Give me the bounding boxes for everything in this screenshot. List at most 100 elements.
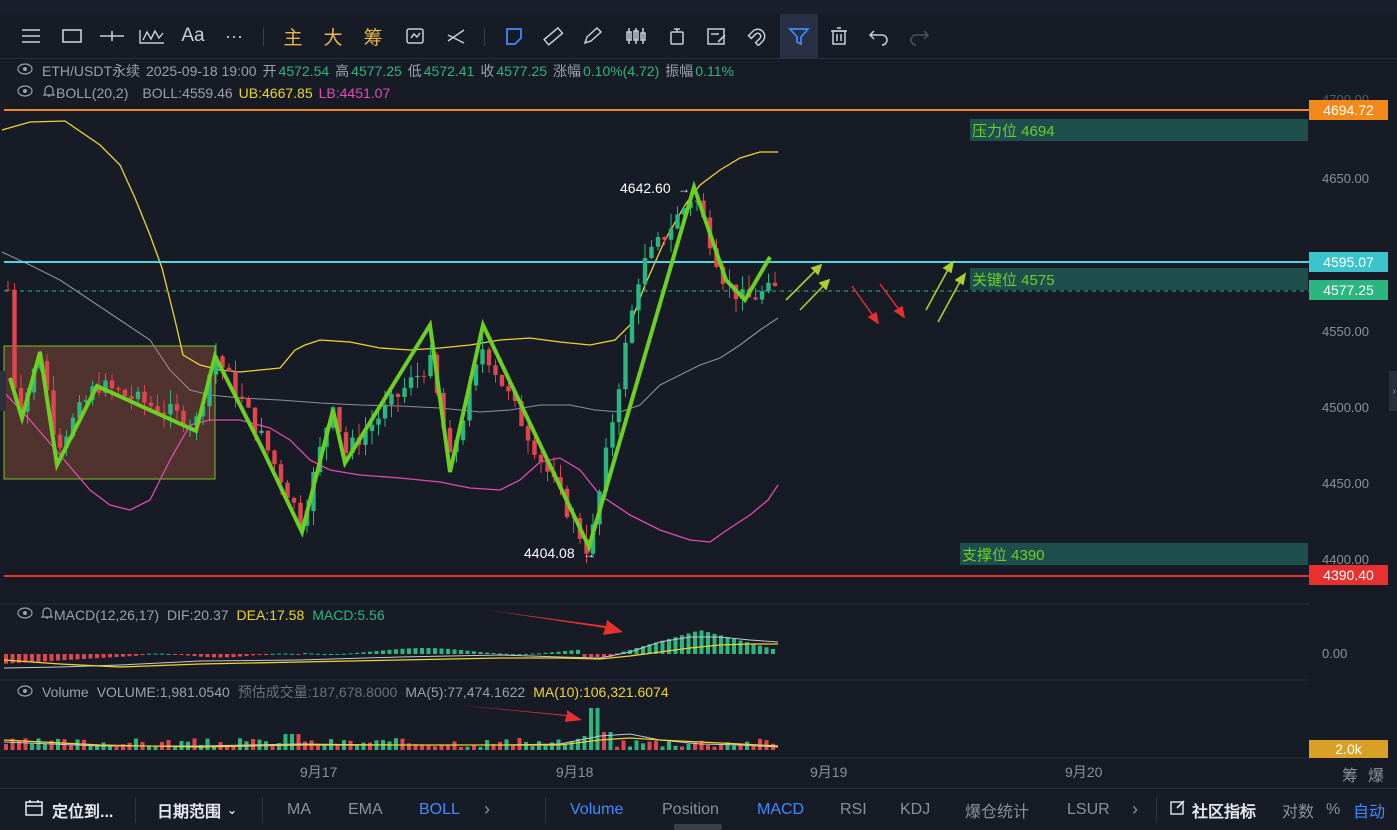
- more-tools-button[interactable]: ···: [225, 25, 243, 46]
- macd-bar: [88, 654, 93, 659]
- candle-body: [187, 425, 193, 427]
- percent-scale-toggle[interactable]: %: [1326, 800, 1341, 818]
- delete-icon[interactable]: [824, 14, 854, 58]
- horizontal-line-icon[interactable]: [96, 14, 128, 58]
- indicator-boll[interactable]: BOLL: [419, 800, 460, 818]
- eye-icon[interactable]: [16, 684, 34, 701]
- rectangle-icon[interactable]: [58, 14, 86, 58]
- volume-bar: [602, 732, 606, 750]
- macd-bar: [602, 654, 606, 657]
- indicator-lsur[interactable]: LSUR: [1067, 800, 1110, 818]
- macd-bar: [140, 654, 145, 655]
- macd-bar: [387, 649, 392, 654]
- eye-icon[interactable]: [16, 60, 36, 82]
- candle-body: [298, 502, 303, 526]
- volume-ma5: MA(5):77,474.1622: [405, 684, 526, 700]
- macd-bar: [296, 654, 301, 655]
- log-scale-toggle[interactable]: 对数: [1282, 803, 1315, 821]
- filter-icon[interactable]: [780, 14, 818, 58]
- indicator-position[interactable]: Position: [662, 800, 719, 818]
- symbol-label[interactable]: ETH/USDT永续: [42, 63, 140, 79]
- menu-icon[interactable]: [16, 14, 46, 58]
- scroll-right-handle[interactable]: ›: [1389, 371, 1397, 411]
- indicator-kdj[interactable]: KDJ: [900, 800, 931, 818]
- locate-to-button[interactable]: 定位到...: [24, 789, 113, 830]
- wave-pattern-icon[interactable]: [136, 14, 168, 58]
- ruler-icon[interactable]: [538, 14, 568, 58]
- candle-body: [545, 461, 550, 472]
- macd-bar: [654, 642, 658, 654]
- edit-icon[interactable]: [702, 14, 732, 58]
- pencil-icon[interactable]: [578, 14, 608, 58]
- boll-indicator-name[interactable]: BOLL(20,2): [56, 85, 129, 101]
- candle-body: [506, 386, 511, 392]
- volume-bar: [693, 742, 697, 750]
- bell-icon[interactable]: [42, 82, 56, 104]
- eye-icon[interactable]: [16, 606, 34, 623]
- indicator-liquidation[interactable]: 爆仓统计: [965, 803, 1030, 821]
- chip-toggle[interactable]: 筹: [1342, 768, 1359, 785]
- indicator-ema[interactable]: EMA: [348, 800, 383, 818]
- candle-body: [499, 374, 505, 387]
- macd-bar: [719, 635, 723, 654]
- close-label: 收: [480, 63, 495, 79]
- boll-lower-band: [1, 389, 779, 543]
- macd-bar: [751, 643, 756, 654]
- cross-lines-icon[interactable]: [441, 14, 471, 58]
- macd-bar: [348, 653, 353, 655]
- magnet-icon[interactable]: [742, 14, 772, 58]
- macd-indicator-name[interactable]: MACD(12,26,17): [54, 606, 160, 623]
- x-axis-label: 9月19: [810, 764, 848, 780]
- date-range-button[interactable]: 日期范围 ⌄: [157, 789, 237, 830]
- resize-handle[interactable]: [674, 824, 722, 830]
- candle-body: [493, 365, 498, 375]
- candle-body: [434, 354, 440, 393]
- candlestick-icon[interactable]: [620, 14, 652, 58]
- macd-bar: [309, 653, 314, 655]
- undo-icon[interactable]: [864, 14, 894, 58]
- sync-icon[interactable]: [400, 14, 430, 58]
- macd-bar: [693, 631, 697, 654]
- candle-body: [395, 393, 401, 397]
- macd-bar: [706, 632, 710, 654]
- community-indicators-button[interactable]: 社区指标: [1170, 789, 1256, 830]
- scroll-left-handle[interactable]: [0, 371, 6, 411]
- volume-bar: [751, 745, 756, 750]
- liquidation-toggle[interactable]: 爆: [1368, 768, 1385, 785]
- main-force-button[interactable]: 主: [278, 14, 308, 58]
- macd-bar: [368, 651, 372, 654]
- indicator-ma[interactable]: MA: [287, 800, 311, 818]
- auto-scale-toggle[interactable]: 自动: [1353, 803, 1386, 821]
- volume-bar: [511, 745, 515, 750]
- chevron-right-icon[interactable]: ›: [1132, 799, 1138, 819]
- candle-body: [174, 404, 180, 411]
- eye-icon[interactable]: [16, 82, 36, 104]
- candle-body: [116, 388, 121, 390]
- macd-bar: [472, 651, 476, 654]
- macd-bar: [569, 650, 574, 654]
- fibonacci-button[interactable]: Aa: [181, 25, 205, 46]
- chevron-right-icon[interactable]: ›: [484, 799, 490, 819]
- indicator-volume[interactable]: Volume: [570, 800, 624, 818]
- indicator-macd[interactable]: MACD: [757, 800, 805, 818]
- volume-indicator-name[interactable]: Volume: [42, 684, 89, 700]
- ohlc-legend-row: ETH/USDT永续 2025-09-18 19:00 开 4572.54 高 …: [16, 60, 740, 82]
- candle-body: [330, 407, 336, 428]
- macd-bar: [166, 653, 171, 655]
- macd-bar: [745, 642, 749, 654]
- chip-distribution-button[interactable]: 筹: [358, 14, 388, 58]
- redo-icon[interactable]: [904, 14, 934, 58]
- bell-icon[interactable]: [40, 606, 54, 623]
- large-order-button[interactable]: 大: [318, 14, 348, 58]
- indicator-rsi[interactable]: RSI: [840, 800, 867, 818]
- macd-bar: [257, 654, 262, 655]
- macd-bar: [556, 651, 561, 654]
- price-chart[interactable]: 4642.60 → 4404.08 →: [0, 0, 1309, 760]
- candle-body: [343, 432, 349, 454]
- macd-bar: [127, 654, 132, 657]
- lock-icon[interactable]: [662, 14, 692, 58]
- low-annotation-label: 4404.08: [524, 545, 575, 561]
- candle-body: [681, 208, 687, 215]
- cursor-select-icon[interactable]: [499, 14, 529, 58]
- volume-bar: [212, 745, 216, 750]
